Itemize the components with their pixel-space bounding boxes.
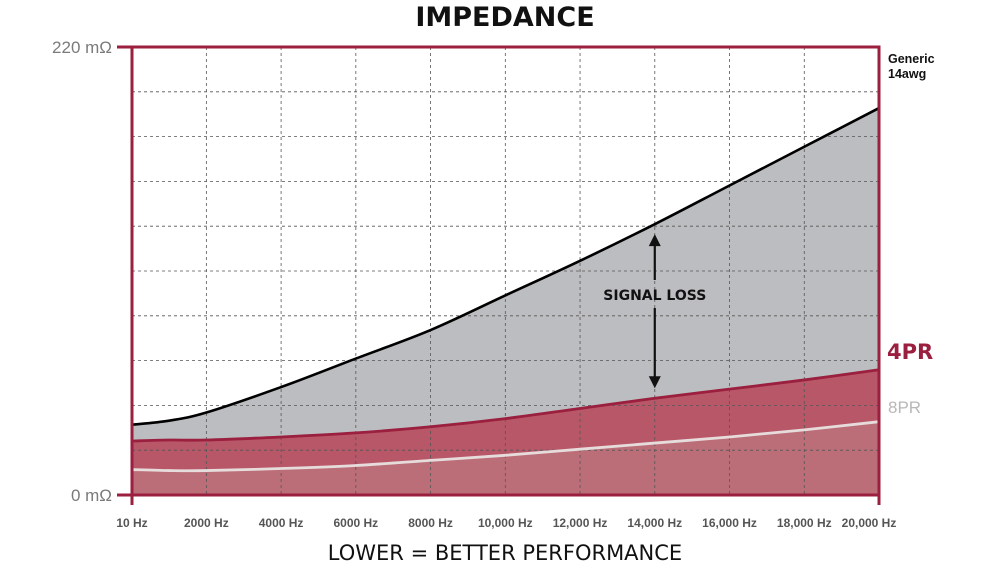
line-layer: [131, 106, 880, 473]
chart-frame: [117, 45, 881, 505]
series-label-generic: Generic: [888, 52, 935, 66]
arrowhead-down-icon: [648, 376, 661, 389]
x-tick-label: 16,000 Hz: [702, 516, 757, 530]
x-tick-label: 10 Hz: [116, 516, 147, 530]
chart-title: IMPEDANCE: [415, 2, 594, 33]
chart-subtitle: LOWER = BETTER PERFORMANCE: [328, 541, 682, 565]
arrowhead-up-icon: [648, 234, 661, 247]
y-tick-label: 0 mΩ: [71, 486, 112, 505]
plot-border: [130, 45, 881, 497]
x-tick-label: 14,000 Hz: [627, 516, 682, 530]
y-tick-label: 220 mΩ: [52, 38, 112, 57]
x-tick-label: 4000 Hz: [259, 516, 304, 530]
series-label-14awg: 14awg: [888, 67, 926, 81]
signal-loss-annotation: SIGNAL LOSS: [603, 234, 706, 389]
series-label-4pr: 4PR: [887, 340, 933, 364]
x-tick-label: 12,000 Hz: [553, 516, 608, 530]
x-tick-label: 10,000 Hz: [478, 516, 533, 530]
x-tick-label: 8000 Hz: [408, 516, 453, 530]
x-tick-label: 2000 Hz: [184, 516, 229, 530]
line-4pr: [131, 368, 880, 443]
line-generic-14awg: [131, 106, 880, 427]
tick-layer: 0 mΩ 220 mΩ 10 Hz 2000 Hz 4000 Hz 6000 Hz 8000…: [52, 38, 896, 530]
x-tick-label: 20,000 Hz: [842, 516, 897, 530]
area-8pr: [132, 421, 879, 495]
line-8pr: [131, 420, 880, 473]
series-label-8pr: 8PR: [888, 398, 921, 417]
annotation-label: SIGNAL LOSS: [603, 288, 706, 304]
x-tick-label: 18,000 Hz: [777, 516, 832, 530]
x-tick-label: 6000 Hz: [333, 516, 378, 530]
grid-layer: [132, 47, 879, 495]
